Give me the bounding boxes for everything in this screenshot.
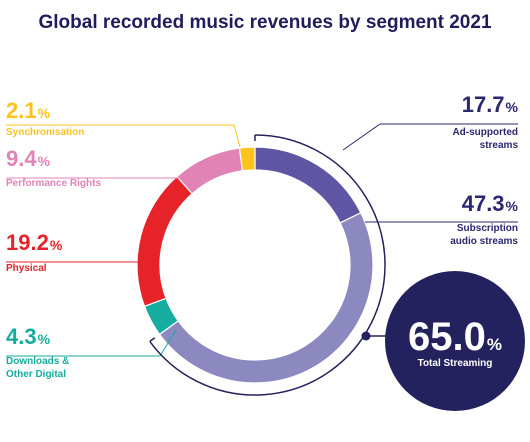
value-label-ad-supported-streams: 17.7%: [462, 92, 519, 117]
value-label-subscription-audio-streams: 47.3%: [462, 191, 519, 216]
category-label-subscription-audio-streams: Subscription: [457, 223, 518, 234]
callout-circle: [385, 271, 525, 411]
category-label-performance-rights: Performance Rights: [6, 178, 101, 189]
category-label-subscription-audio-streams: audio streams: [450, 236, 518, 247]
total-streaming-callout: 65.0%Total Streaming: [149, 134, 525, 411]
chart-title: Global recorded music revenues by segmen…: [38, 12, 491, 33]
value-label-synchronisation: 2.1%: [6, 98, 51, 123]
category-label-downloads-other-digital: Other Digital: [6, 369, 66, 380]
donut-ring: [136, 146, 374, 384]
leader-tick-downloads-other-digital: [159, 329, 177, 357]
slice-synchronisation: [238, 146, 256, 172]
streaming-bracket: [149, 134, 386, 396]
slice-performance-rights: [176, 147, 244, 195]
leader-tick-ad-supported-streams: [342, 123, 381, 151]
category-label-ad-supported-streams: Ad-supported: [452, 127, 518, 138]
segment-labels: 17.7% Ad-supported streams 47.3% Subscriptio…: [6, 92, 519, 380]
slice-physical: [136, 175, 194, 308]
slice-ad-supported-streams: [254, 146, 362, 224]
leader-lines: [6, 123, 518, 357]
total-streaming-value: 65.0%: [408, 315, 502, 359]
category-label-physical: Physical: [6, 263, 47, 274]
bracket-tick-end: [149, 337, 156, 343]
slice-subscription-audio-streams: [158, 211, 374, 384]
value-label-physical: 19.2%: [6, 230, 63, 255]
category-label-downloads-other-digital: Downloads &: [6, 356, 69, 367]
category-label-ad-supported-streams: streams: [480, 140, 519, 151]
category-label-synchronisation: Synchronisation: [6, 127, 84, 138]
value-label-downloads-other-digital: 4.3%: [6, 324, 51, 349]
value-label-performance-rights: 9.4%: [6, 146, 51, 171]
leader-tick-synchronisation: [233, 124, 241, 148]
total-streaming-label: Total Streaming: [418, 358, 493, 369]
